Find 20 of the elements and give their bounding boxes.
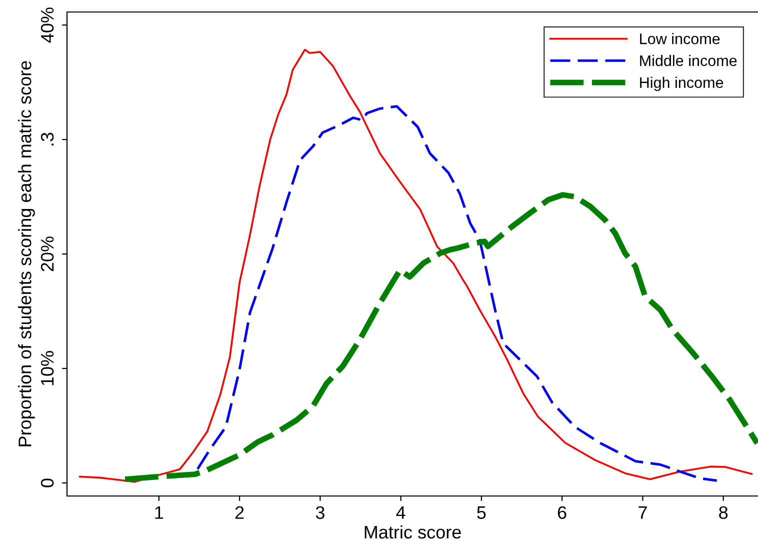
y-tick-label: 0 (40, 478, 54, 488)
line-series (196, 105, 718, 482)
legend-label: High income (640, 76, 724, 92)
x-tick-label: 1 (155, 506, 164, 519)
x-tick-label: 4 (396, 506, 406, 519)
x-tick-label: 2 (235, 506, 244, 519)
x-axis-title: Matric score (364, 525, 461, 539)
x-tick-label: 6 (558, 506, 566, 519)
line-series (78, 48, 752, 483)
y-tick-label: 10% (40, 351, 54, 386)
y-tick-label: .3 (40, 132, 54, 146)
x-tick-label: 7 (638, 506, 647, 519)
x-tick-label: 5 (477, 506, 486, 519)
y-axis-title: Proportion of students scoring each matric score (18, 61, 35, 446)
legend-label: Middle income (640, 54, 737, 66)
x-tick-label: 3 (316, 506, 324, 519)
y-tick-label: 20% (40, 236, 54, 272)
legend-label: Low income (640, 33, 720, 44)
x-tick-label: 8 (719, 506, 728, 519)
y-tick-label: 40% (40, 8, 54, 43)
